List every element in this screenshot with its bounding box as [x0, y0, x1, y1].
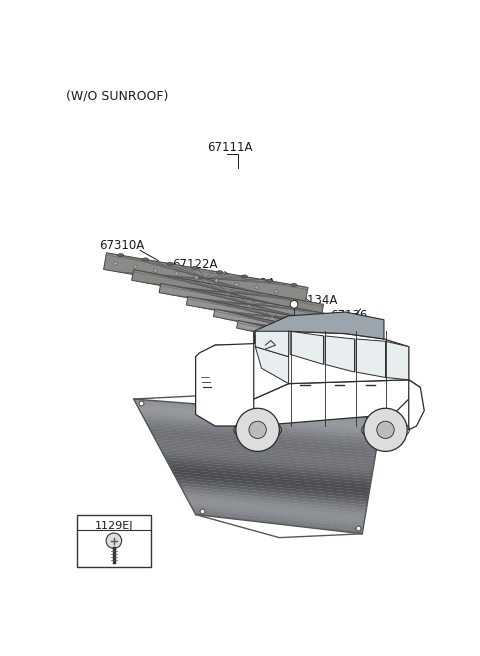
Polygon shape: [179, 483, 368, 505]
Polygon shape: [174, 474, 369, 496]
Polygon shape: [194, 512, 363, 534]
Polygon shape: [140, 411, 380, 433]
Text: 67134A: 67134A: [292, 294, 338, 307]
Polygon shape: [147, 425, 377, 447]
Polygon shape: [196, 331, 255, 426]
Polygon shape: [237, 321, 382, 359]
Polygon shape: [104, 253, 308, 304]
Polygon shape: [325, 336, 355, 372]
Polygon shape: [191, 506, 364, 528]
Polygon shape: [137, 405, 381, 427]
Ellipse shape: [266, 279, 272, 282]
Polygon shape: [183, 491, 366, 514]
Ellipse shape: [241, 275, 248, 278]
Polygon shape: [151, 431, 376, 453]
Polygon shape: [133, 399, 382, 534]
Ellipse shape: [216, 271, 223, 274]
Ellipse shape: [142, 258, 148, 261]
Polygon shape: [255, 346, 288, 384]
Polygon shape: [254, 380, 420, 426]
Polygon shape: [165, 457, 372, 479]
Polygon shape: [162, 451, 373, 473]
Text: 67132A: 67132A: [230, 277, 276, 290]
Polygon shape: [214, 309, 370, 349]
Polygon shape: [181, 489, 367, 510]
Ellipse shape: [192, 266, 198, 270]
Polygon shape: [176, 477, 369, 499]
Text: 67136: 67136: [330, 310, 367, 322]
Polygon shape: [192, 509, 363, 531]
Polygon shape: [255, 331, 288, 357]
Circle shape: [106, 533, 121, 548]
Circle shape: [249, 421, 266, 438]
Polygon shape: [188, 500, 365, 522]
Polygon shape: [156, 440, 375, 462]
Polygon shape: [142, 413, 379, 436]
Polygon shape: [143, 417, 379, 438]
Polygon shape: [169, 466, 371, 487]
Ellipse shape: [118, 254, 124, 256]
Polygon shape: [168, 462, 371, 485]
Text: 67310A: 67310A: [99, 239, 144, 251]
Text: 67122A: 67122A: [172, 258, 218, 271]
Polygon shape: [144, 419, 378, 441]
Polygon shape: [133, 399, 382, 421]
Polygon shape: [185, 495, 366, 516]
Circle shape: [236, 408, 279, 451]
Polygon shape: [157, 442, 374, 464]
Polygon shape: [409, 380, 424, 430]
Polygon shape: [254, 312, 384, 344]
Polygon shape: [172, 471, 370, 493]
Polygon shape: [158, 445, 374, 467]
Polygon shape: [154, 437, 375, 459]
Polygon shape: [163, 454, 372, 476]
Polygon shape: [290, 331, 324, 364]
Polygon shape: [196, 345, 288, 399]
Circle shape: [364, 408, 407, 451]
Polygon shape: [149, 428, 377, 450]
Polygon shape: [180, 485, 367, 508]
Polygon shape: [190, 503, 364, 525]
Polygon shape: [186, 297, 359, 337]
Polygon shape: [166, 460, 372, 482]
Text: 67130A: 67130A: [333, 350, 378, 363]
Polygon shape: [160, 448, 373, 470]
Polygon shape: [152, 434, 376, 456]
Polygon shape: [138, 407, 380, 430]
Polygon shape: [356, 339, 385, 377]
Polygon shape: [254, 331, 409, 399]
Text: 67130A: 67130A: [331, 346, 382, 359]
Text: 1129EJ: 1129EJ: [95, 521, 133, 531]
Polygon shape: [135, 402, 381, 424]
FancyBboxPatch shape: [77, 514, 151, 567]
Polygon shape: [171, 468, 370, 491]
Circle shape: [377, 421, 394, 438]
Text: 67111A: 67111A: [207, 141, 253, 154]
Polygon shape: [186, 497, 365, 520]
Polygon shape: [146, 422, 378, 444]
Polygon shape: [385, 341, 409, 380]
Circle shape: [290, 300, 298, 308]
Text: (W/O SUNROOF): (W/O SUNROOF): [66, 89, 168, 102]
Polygon shape: [177, 480, 368, 502]
Ellipse shape: [291, 283, 297, 287]
Ellipse shape: [167, 262, 173, 265]
Polygon shape: [159, 283, 339, 325]
Polygon shape: [132, 270, 324, 315]
